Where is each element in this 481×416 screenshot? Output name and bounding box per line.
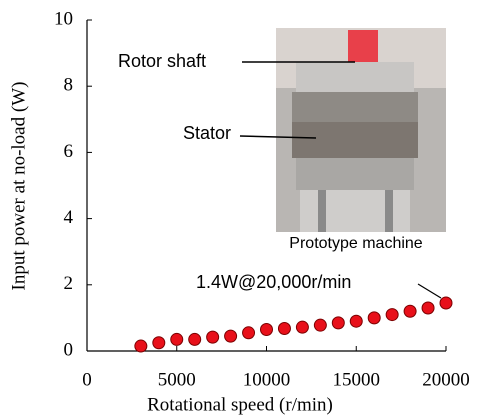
y-tick-label: 8 bbox=[64, 75, 74, 96]
y-axis-label: Input power at no-load (W) bbox=[8, 82, 29, 291]
point bbox=[439, 296, 453, 310]
x-tick-label: 15000 bbox=[333, 369, 381, 390]
annotation: Stator bbox=[183, 123, 231, 143]
y-tick-label: 6 bbox=[64, 141, 74, 162]
annotation: Rotor shaft bbox=[118, 51, 206, 71]
y-tick-label: 2 bbox=[64, 273, 74, 294]
point bbox=[242, 326, 256, 340]
point bbox=[152, 336, 166, 350]
x-tick-label: 0 bbox=[82, 369, 92, 390]
y-tick-label: 4 bbox=[64, 207, 74, 228]
y-tick-label: 0 bbox=[64, 339, 74, 360]
point bbox=[313, 318, 327, 332]
annotation: 1.4W@20,000r/min bbox=[196, 272, 351, 292]
point bbox=[349, 314, 363, 328]
point bbox=[295, 320, 309, 334]
x-tick-label: 10000 bbox=[243, 369, 291, 390]
point bbox=[403, 304, 417, 318]
point bbox=[367, 311, 381, 325]
point bbox=[134, 339, 148, 353]
point bbox=[260, 322, 273, 336]
point bbox=[277, 321, 291, 335]
point bbox=[421, 301, 435, 315]
x-tick-label: 5000 bbox=[158, 369, 196, 390]
x-axis-label: Rotational speed (r/min) bbox=[147, 394, 333, 415]
point bbox=[331, 316, 345, 330]
annotation-arrow bbox=[417, 283, 442, 299]
y-tick-label: 10 bbox=[54, 8, 73, 29]
annotation: Prototype machine bbox=[289, 235, 423, 252]
point bbox=[224, 329, 238, 343]
photo bbox=[276, 28, 446, 232]
point bbox=[385, 308, 399, 322]
annotation-line bbox=[239, 135, 317, 139]
point bbox=[170, 332, 184, 346]
point bbox=[206, 330, 220, 344]
point bbox=[188, 332, 202, 346]
x-tick-label: 20000 bbox=[422, 369, 470, 390]
